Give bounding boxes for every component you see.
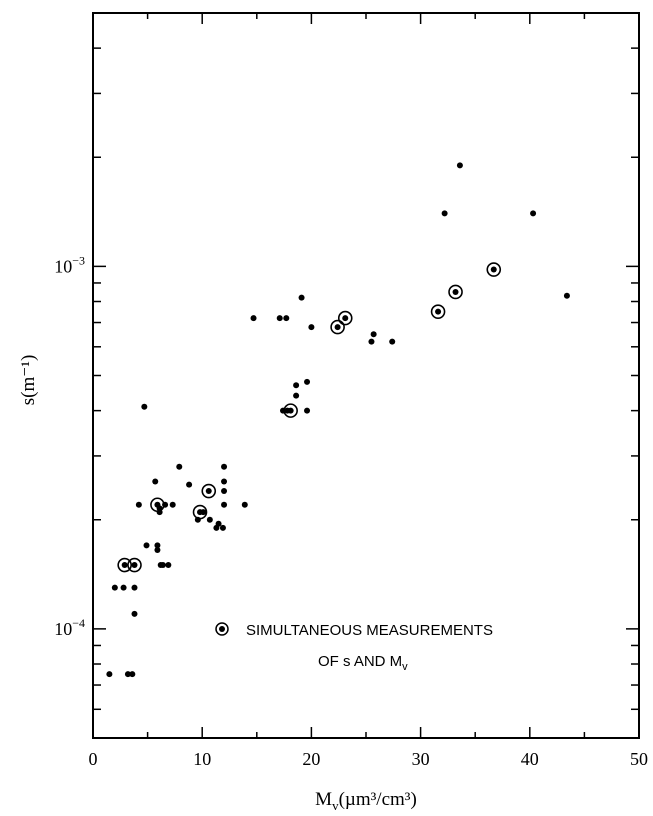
data-point xyxy=(152,478,159,485)
data-point xyxy=(186,481,193,488)
axis-ticks xyxy=(93,13,639,738)
data-point-simultaneous xyxy=(150,497,165,513)
data-point xyxy=(131,584,138,591)
legend-marker-circled-dot xyxy=(215,622,229,636)
data-point-simultaneous xyxy=(192,504,208,520)
data-point xyxy=(283,315,290,322)
data-point xyxy=(241,501,248,508)
data-point-simultaneous xyxy=(486,262,502,277)
x-tick-label: 50 xyxy=(630,749,648,769)
data-point xyxy=(215,520,222,527)
data-point xyxy=(111,584,118,591)
x-tick-label: 40 xyxy=(521,749,539,769)
data-point-simultaneous xyxy=(430,304,446,319)
data-point xyxy=(298,294,305,301)
data-point xyxy=(219,524,226,531)
legend-label-line2: OF s AND Mv xyxy=(318,653,408,673)
data-point xyxy=(131,610,138,617)
data-point xyxy=(135,501,142,508)
data-point xyxy=(221,478,228,485)
data-point xyxy=(206,516,213,523)
data-point xyxy=(304,407,311,414)
data-point-simultaneous xyxy=(283,403,298,418)
data-point xyxy=(293,392,300,399)
data-point xyxy=(154,547,161,554)
data-point xyxy=(250,315,257,322)
legend: SIMULTANEOUS MEASUREMENTS OF s AND Mv xyxy=(215,622,493,673)
data-point xyxy=(293,382,300,389)
data-point xyxy=(530,210,537,217)
data-point xyxy=(106,671,113,678)
data-point xyxy=(276,315,283,322)
data-point-simultaneous xyxy=(127,557,142,573)
data-point xyxy=(176,463,183,470)
data-point xyxy=(389,338,396,345)
data-point xyxy=(221,488,228,495)
x-tick-label: 30 xyxy=(412,749,430,769)
data-point xyxy=(221,463,228,470)
data-point xyxy=(141,403,148,410)
x-tick-label: 20 xyxy=(302,749,320,769)
y-axis-label: s(m⁻¹) xyxy=(18,355,39,406)
data-points xyxy=(106,162,570,678)
data-point xyxy=(304,378,311,385)
data-point xyxy=(120,584,127,591)
data-point xyxy=(129,671,136,678)
data-point xyxy=(143,542,150,549)
data-point xyxy=(165,562,172,569)
data-point xyxy=(124,671,131,678)
data-point-simultaneous xyxy=(330,319,345,335)
axis-tick-labels: 0 10 20 30 40 50 10−4 10−3 xyxy=(54,253,648,769)
data-point-simultaneous xyxy=(337,310,353,326)
legend-label-line1: SIMULTANEOUS MEASUREMENTS xyxy=(246,622,493,639)
data-point xyxy=(221,501,228,508)
data-point-simultaneous xyxy=(448,284,463,300)
data-point xyxy=(308,324,315,331)
x-tick-label: 0 xyxy=(89,749,98,769)
data-point-simultaneous xyxy=(201,483,217,499)
data-point xyxy=(154,542,161,549)
data-point xyxy=(563,292,570,299)
data-point xyxy=(370,331,377,338)
data-point xyxy=(368,338,375,345)
data-point xyxy=(169,501,176,508)
data-point xyxy=(456,162,463,169)
y-tick-label: 10−3 xyxy=(54,253,85,276)
data-point xyxy=(159,562,166,569)
data-point xyxy=(441,210,448,217)
x-tick-label: 10 xyxy=(193,749,211,769)
data-point-simultaneous xyxy=(117,557,132,573)
y-tick-label: 10−4 xyxy=(54,616,85,639)
x-axis-label: Mv(µm³/cm³) xyxy=(315,789,417,813)
